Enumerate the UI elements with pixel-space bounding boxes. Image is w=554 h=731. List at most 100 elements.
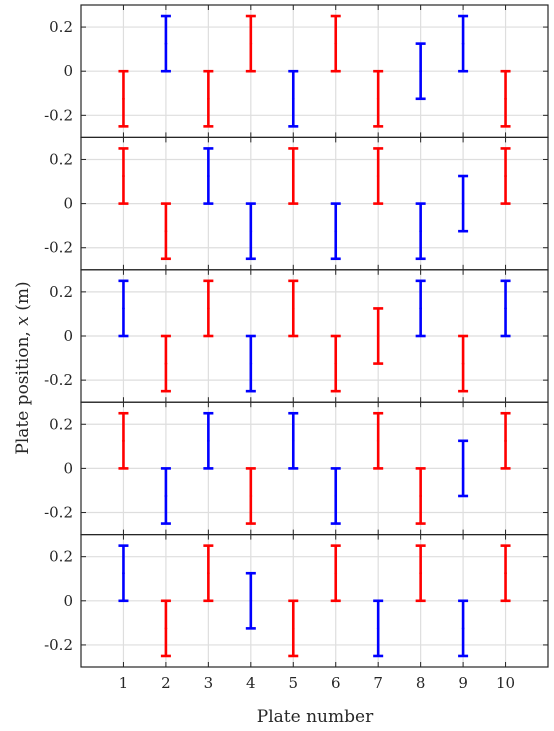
errorbar-center-point <box>461 202 465 205</box>
plate-3-errorbar <box>203 279 214 338</box>
errorbar-center-point <box>291 307 295 310</box>
x-tick-label: 1 <box>119 674 129 692</box>
errorbar-center-point <box>164 229 168 233</box>
errorbar-center-point <box>291 97 295 101</box>
errorbar-center-point <box>334 362 338 365</box>
errorbar-center-point <box>376 439 380 443</box>
plate-7-errorbar <box>373 307 384 365</box>
errorbar-center-point <box>122 97 125 101</box>
errorbar-center-point <box>334 229 338 233</box>
x-tick-label: 4 <box>246 674 256 692</box>
errorbar-center-point <box>504 174 507 178</box>
plate-1-errorbar <box>118 279 129 338</box>
plate-5-errorbar <box>288 599 299 658</box>
errorbar-center-point <box>419 229 422 233</box>
plate-7-errorbar <box>373 599 384 658</box>
plate-5-errorbar <box>288 147 299 205</box>
x-axis: 1 2 3 4 5 6 7 8 9 10 <box>119 674 515 692</box>
errorbar-center-point <box>207 307 210 310</box>
y-tick-label: 0.2 <box>49 150 73 168</box>
errorbar-center-point <box>249 362 253 365</box>
plate-9-errorbar <box>458 439 469 498</box>
panel-3: -0.2 0 0.2 <box>44 269 549 403</box>
plate-6-errorbar <box>330 202 341 261</box>
errorbar-center-point <box>291 627 295 630</box>
x-tick-label: 7 <box>373 674 383 692</box>
errorbar-center-point <box>334 571 338 575</box>
y-tick-label: -0.2 <box>44 239 73 257</box>
errorbar-center-point <box>376 334 380 338</box>
plate-9-errorbar <box>458 174 469 233</box>
y-tick-label: 0.2 <box>49 548 73 566</box>
plate-9-errorbar <box>458 599 469 658</box>
errorbar-center-point <box>249 599 253 603</box>
plate-10-errorbar <box>500 411 511 470</box>
errorbar-center-point <box>376 97 380 101</box>
errorbar-center-point <box>419 494 422 498</box>
errorbar-center-point <box>419 69 422 73</box>
x-tick-label: 10 <box>496 674 515 692</box>
x-tick-label: 9 <box>458 674 468 692</box>
y-axis-title: Plate position, x (m) <box>13 281 33 454</box>
plate-9-errorbar <box>458 334 469 393</box>
errorbar-center-point <box>249 494 253 498</box>
y-tick-label: -0.2 <box>44 636 73 654</box>
errorbar-center-point <box>504 97 507 101</box>
y-tick-label: 0.2 <box>49 18 73 36</box>
plate-5-errorbar <box>288 411 299 470</box>
plate-10-errorbar <box>500 544 511 603</box>
plate-2-errorbar <box>160 14 171 73</box>
plate-2-errorbar <box>160 599 171 658</box>
plate-1-errorbar <box>118 411 129 470</box>
plate-7-errorbar <box>373 147 384 205</box>
y-tick-label: 0 <box>63 327 73 345</box>
errorbar-center-point <box>122 571 125 575</box>
plate-8-errorbar <box>415 202 426 261</box>
x-tick-label: 8 <box>416 674 426 692</box>
plate-5-errorbar <box>288 69 299 128</box>
plate-10-errorbar <box>500 279 511 338</box>
errorbar-center-point <box>122 439 125 443</box>
plate-3-errorbar <box>203 147 214 205</box>
plate-1-errorbar <box>118 544 129 603</box>
plate-4-errorbar <box>245 467 256 525</box>
errorbar-center-point <box>291 174 295 178</box>
errorbar-center-point <box>461 362 465 365</box>
errorbar-center-point <box>207 174 210 178</box>
plate-7-errorbar <box>373 69 384 128</box>
plate-4-errorbar <box>245 334 256 393</box>
plate-8-errorbar <box>415 279 426 338</box>
plate-4-errorbar <box>245 571 256 630</box>
plate-6-errorbar <box>330 334 341 393</box>
plate-6-errorbar <box>330 544 341 603</box>
panels-layer: -0.2 0 0.2 -0.2 0 0.2 -0.2 0 0.2 -0.2 0 0.2 -0.2 0 0.2 <box>44 4 549 668</box>
plate-2-errorbar <box>160 202 171 261</box>
x-tick-label: 6 <box>331 674 341 692</box>
y-axis-title-prefix: Plate position, <box>13 326 33 455</box>
plate-9-errorbar <box>458 14 469 73</box>
panel-4: -0.2 0 0.2 <box>44 401 549 536</box>
errorbar-center-point <box>504 571 507 575</box>
errorbar-center-point <box>164 42 168 45</box>
errorbar-center-point <box>419 307 422 310</box>
plate-2-errorbar <box>160 467 171 525</box>
errorbar-center-point <box>122 174 125 178</box>
x-tick-label: 5 <box>288 674 298 692</box>
errorbar-center-point <box>461 42 465 45</box>
y-tick-label: -0.2 <box>44 504 73 522</box>
plate-10-errorbar <box>500 147 511 205</box>
errorbar-center-point <box>461 627 465 630</box>
errorbar-center-point <box>419 571 422 575</box>
plate-8-errorbar <box>415 467 426 525</box>
plate-2-errorbar <box>160 334 171 393</box>
plate-7-errorbar <box>373 411 384 470</box>
plate-5-errorbar <box>288 279 299 338</box>
errorbar-center-point <box>504 439 507 443</box>
panel-5: -0.2 0 0.2 <box>44 533 549 668</box>
errorbar-center-point <box>164 494 168 498</box>
plate-6-errorbar <box>330 14 341 73</box>
x-tick-label: 2 <box>161 674 171 692</box>
y-axis-title-variable: x <box>13 316 33 326</box>
plate-4-errorbar <box>245 14 256 73</box>
plate-3-errorbar <box>203 544 214 603</box>
